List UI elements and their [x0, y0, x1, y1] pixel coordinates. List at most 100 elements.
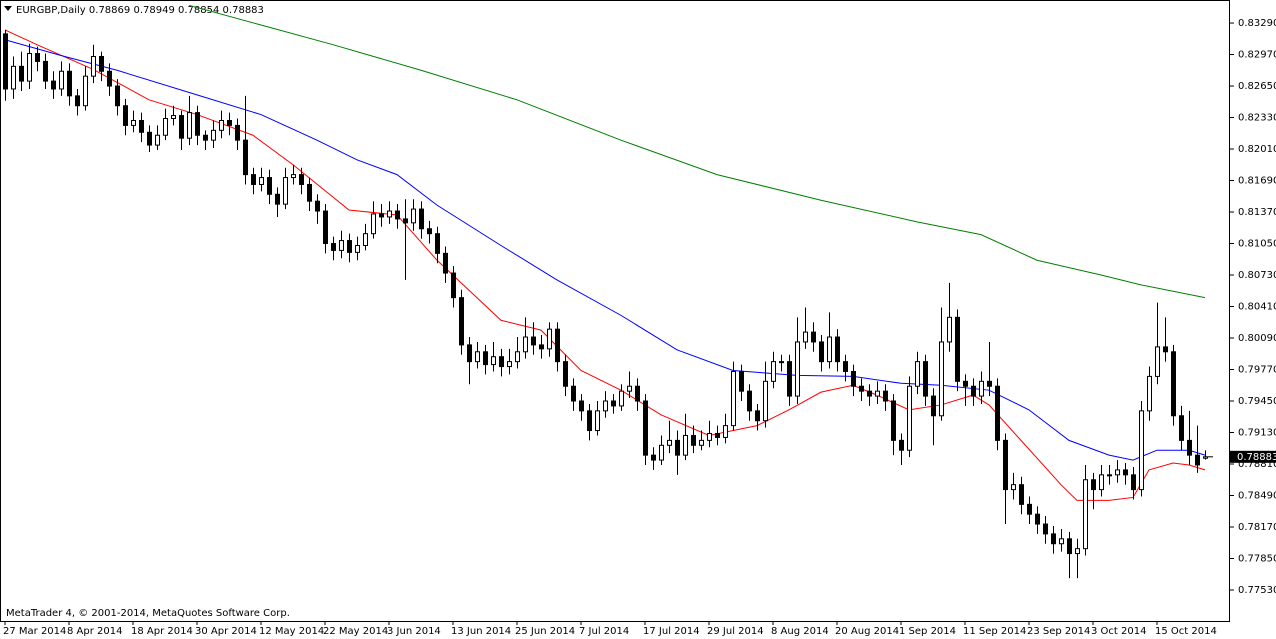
candle-body — [483, 351, 488, 366]
candle-body — [163, 118, 168, 136]
candle-body — [35, 53, 40, 62]
candle-body — [587, 410, 592, 432]
candle-body — [131, 119, 136, 126]
candle-body — [155, 134, 160, 146]
candle-body — [619, 390, 624, 407]
x-tick-label: 8 Apr 2014 — [67, 626, 122, 637]
y-tick-label: 0.79770 — [1238, 365, 1276, 376]
current-price-label: 0.78883 — [1237, 452, 1276, 463]
candle-body — [763, 380, 768, 422]
candle-body — [467, 344, 472, 363]
x-tick-label: 17 Jul 2014 — [643, 626, 700, 637]
candle-body — [259, 177, 264, 185]
candle-body — [459, 297, 464, 346]
candle-body — [819, 341, 824, 363]
x-tick-label: 3 Oct 2014 — [1091, 626, 1146, 637]
candle-body — [419, 208, 424, 230]
candle-body — [227, 119, 232, 126]
candle-body — [891, 400, 896, 441]
candle-body — [611, 400, 616, 407]
candle-body — [699, 439, 704, 446]
candle-body — [1107, 474, 1112, 477]
candle-body — [443, 252, 448, 274]
x-tick-label: 18 Apr 2014 — [131, 626, 193, 637]
y-tick-label: 0.81370 — [1238, 207, 1276, 218]
candle-body — [667, 439, 672, 446]
candle-body — [3, 33, 8, 90]
x-tick-label: 25 Jun 2014 — [515, 626, 575, 637]
x-tick-label: 13 Jun 2014 — [451, 626, 511, 637]
candle-body — [723, 425, 728, 438]
candle-body — [267, 177, 272, 195]
high-price: 0.78949 — [133, 5, 174, 16]
candle-body — [539, 344, 544, 350]
current-price-box — [1230, 450, 1276, 463]
candle-body — [531, 336, 536, 346]
candle-body — [955, 316, 960, 382]
x-tick-label: 7 Jul 2014 — [579, 626, 629, 637]
candle-body — [843, 361, 848, 372]
candle-body — [203, 134, 208, 141]
x-tick-label: 30 Apr 2014 — [195, 626, 257, 637]
candle-body — [395, 210, 400, 220]
candle-body — [283, 177, 288, 205]
candle-body — [1147, 375, 1152, 412]
y-tick-label: 0.82650 — [1238, 81, 1276, 92]
candle-body — [923, 361, 928, 397]
candle-body — [1043, 523, 1048, 535]
candle-body — [1011, 484, 1016, 491]
candle-body — [1051, 533, 1056, 545]
candle-body — [347, 240, 352, 253]
candle-body — [331, 243, 336, 251]
candle-body — [571, 385, 576, 402]
candle-body — [387, 210, 392, 218]
candle-body — [43, 60, 48, 82]
candle-body — [91, 55, 96, 77]
candle-body — [915, 361, 920, 387]
candle-body — [171, 115, 176, 120]
candle-body — [1187, 439, 1192, 456]
x-tick-label: 22 May 2014 — [323, 626, 388, 637]
candle-body — [803, 331, 808, 343]
candle-body — [1027, 503, 1032, 515]
candle-body — [835, 336, 840, 363]
low-price: 0.78854 — [178, 5, 219, 16]
candle-body — [507, 361, 512, 368]
candle-body — [99, 55, 104, 72]
y-tick-label: 0.82970 — [1238, 50, 1276, 61]
candle-body — [1171, 351, 1176, 417]
candle-body — [627, 385, 632, 392]
x-tick-label: 12 May 2014 — [259, 626, 324, 637]
candle-body — [59, 70, 64, 90]
candle-body — [147, 131, 152, 146]
x-tick-label: 20 Aug 2014 — [835, 626, 899, 637]
candle-body — [1091, 479, 1096, 491]
candle-body — [195, 112, 200, 136]
candle-body — [563, 361, 568, 387]
x-tick-label: 27 Mar 2014 — [3, 626, 66, 637]
symbol-menu-icon[interactable] — [4, 6, 12, 11]
x-tick-label: 3 Jun 2014 — [387, 626, 441, 637]
moving-average-line — [4, 39, 1206, 461]
candle-body — [555, 328, 560, 363]
candle-body — [211, 129, 216, 141]
candle-body — [715, 432, 720, 438]
candle-body — [787, 361, 792, 397]
candle-body — [179, 115, 184, 139]
candle-body — [1019, 484, 1024, 505]
candle-body — [995, 385, 1000, 441]
candle-body — [1123, 469, 1128, 476]
candle-body — [1099, 474, 1104, 491]
y-tick-label: 0.82010 — [1238, 144, 1276, 155]
candle-body — [683, 434, 688, 456]
candle-body — [1059, 538, 1064, 545]
candle-body — [363, 233, 368, 246]
candle-body — [675, 439, 680, 456]
candle-body — [515, 351, 520, 363]
candle-body — [659, 444, 664, 461]
candle-body — [779, 361, 784, 364]
candle-body — [595, 410, 600, 432]
candle-body — [475, 351, 480, 363]
x-tick-label: 8 Aug 2014 — [771, 626, 829, 637]
